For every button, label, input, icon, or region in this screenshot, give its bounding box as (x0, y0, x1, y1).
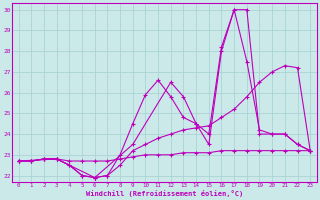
X-axis label: Windchill (Refroidissement éolien,°C): Windchill (Refroidissement éolien,°C) (86, 190, 243, 197)
